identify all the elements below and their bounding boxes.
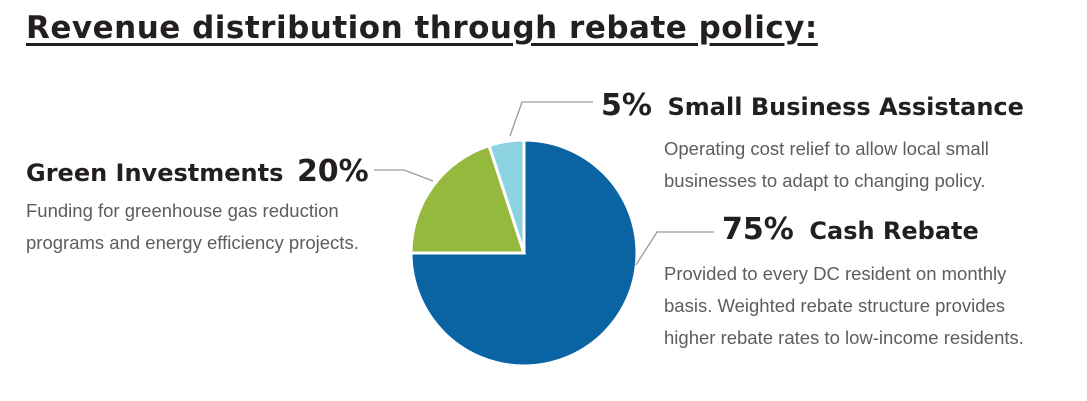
leader-line-small-business: [509, 101, 593, 137]
small-business-percent: 5%: [601, 88, 652, 123]
leader-line-green-investments: [374, 169, 434, 182]
green-investments-label: Green Investments 20%: [26, 154, 369, 189]
description-line: businesses to adapt to changing policy.: [664, 170, 986, 191]
description-line: Funding for greenhouse gas reduction: [26, 200, 339, 221]
description-line: higher rebate rates to low-income reside…: [664, 327, 1024, 348]
leader-line-cash-rebate: [635, 231, 714, 266]
description-line: basis. Weighted rebate structure provide…: [664, 295, 1006, 316]
cash-rebate-description: Provided to every DC resident on monthly…: [664, 258, 1024, 354]
small-business-label: 5% Small Business Assistance: [601, 88, 1024, 123]
chart-title: Revenue distribution through rebate poli…: [26, 10, 818, 46]
green-investments-category: Green Investments: [26, 159, 284, 187]
cash-rebate-percent: 75%: [722, 212, 794, 247]
green-investments-percent: 20%: [296, 154, 369, 189]
description-line: Operating cost relief to allow local sma…: [664, 138, 989, 159]
pie-slice-small-business-assistance: [487, 138, 526, 254]
green-investments-description: Funding for greenhouse gas reduction pro…: [26, 195, 359, 259]
cash-rebate-label: 75% Cash Rebate: [722, 212, 979, 247]
cash-rebate-category: Cash Rebate: [809, 217, 979, 245]
description-line: Provided to every DC resident on monthly: [664, 263, 1007, 284]
small-business-category: Small Business Assistance: [667, 93, 1024, 121]
description-line: programs and energy efficiency projects.: [26, 232, 359, 253]
pie-slice-green-investments: [409, 143, 527, 255]
pie-slice-cash-rebate: [409, 138, 639, 368]
small-business-description: Operating cost relief to allow local sma…: [664, 133, 989, 197]
